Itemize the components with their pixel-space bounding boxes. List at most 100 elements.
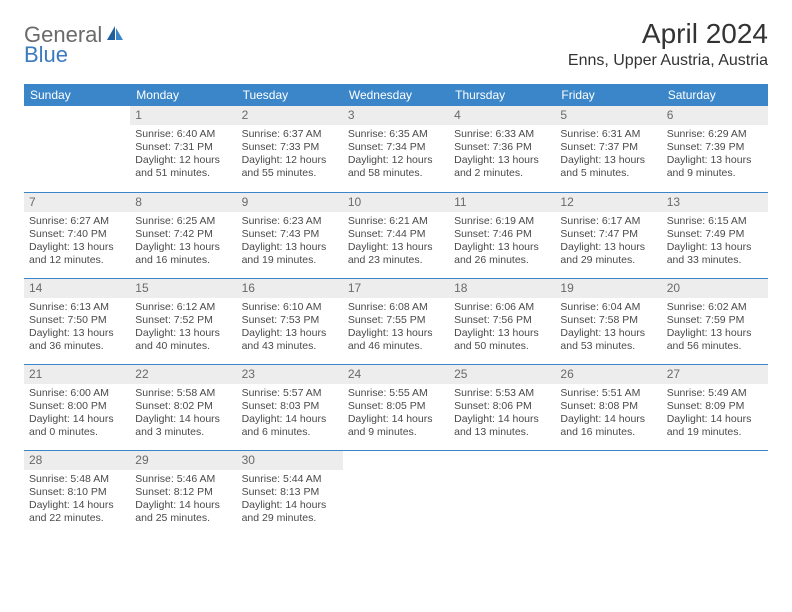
sunrise-text: Sunrise: 6:25 AM bbox=[135, 215, 231, 228]
daylight-text: Daylight: 14 hours bbox=[29, 499, 125, 512]
day-number: 22 bbox=[130, 365, 236, 384]
sunrise-text: Sunrise: 5:57 AM bbox=[242, 387, 338, 400]
day-number: 30 bbox=[237, 451, 343, 470]
header: General April 2024 Enns, Upper Austria, … bbox=[24, 18, 768, 70]
month-title: April 2024 bbox=[568, 18, 768, 50]
daylight-text: and 56 minutes. bbox=[667, 340, 763, 353]
sunrise-text: Sunrise: 5:48 AM bbox=[29, 473, 125, 486]
day-number: 4 bbox=[449, 106, 555, 125]
calendar-day-cell bbox=[343, 450, 449, 536]
calendar-day-cell: 25Sunrise: 5:53 AMSunset: 8:06 PMDayligh… bbox=[449, 364, 555, 450]
daylight-text: and 43 minutes. bbox=[242, 340, 338, 353]
calendar-day-cell: 22Sunrise: 5:58 AMSunset: 8:02 PMDayligh… bbox=[130, 364, 236, 450]
sunset-text: Sunset: 7:37 PM bbox=[560, 141, 656, 154]
calendar-day-cell: 6Sunrise: 6:29 AMSunset: 7:39 PMDaylight… bbox=[662, 106, 768, 192]
calendar-day-cell: 30Sunrise: 5:44 AMSunset: 8:13 PMDayligh… bbox=[237, 450, 343, 536]
sunrise-text: Sunrise: 6:15 AM bbox=[667, 215, 763, 228]
location: Enns, Upper Austria, Austria bbox=[568, 52, 768, 70]
day-number: 16 bbox=[237, 279, 343, 298]
day-number: 9 bbox=[237, 193, 343, 212]
daylight-text: and 16 minutes. bbox=[560, 426, 656, 439]
daylight-text: and 26 minutes. bbox=[454, 254, 550, 267]
daylight-text: and 29 minutes. bbox=[242, 512, 338, 525]
calendar-day-cell: 29Sunrise: 5:46 AMSunset: 8:12 PMDayligh… bbox=[130, 450, 236, 536]
weekday-header: Wednesday bbox=[343, 84, 449, 106]
sunset-text: Sunset: 7:47 PM bbox=[560, 228, 656, 241]
sunrise-text: Sunrise: 5:58 AM bbox=[135, 387, 231, 400]
daylight-text: and 23 minutes. bbox=[348, 254, 444, 267]
sunset-text: Sunset: 8:08 PM bbox=[560, 400, 656, 413]
day-number: 3 bbox=[343, 106, 449, 125]
daylight-text: and 51 minutes. bbox=[135, 167, 231, 180]
daylight-text: Daylight: 12 hours bbox=[242, 154, 338, 167]
daylight-text: Daylight: 14 hours bbox=[135, 413, 231, 426]
daylight-text: and 6 minutes. bbox=[242, 426, 338, 439]
sunrise-text: Sunrise: 6:17 AM bbox=[560, 215, 656, 228]
sunrise-text: Sunrise: 6:37 AM bbox=[242, 128, 338, 141]
sunset-text: Sunset: 7:36 PM bbox=[454, 141, 550, 154]
daylight-text: Daylight: 13 hours bbox=[454, 327, 550, 340]
sunset-text: Sunset: 7:44 PM bbox=[348, 228, 444, 241]
daylight-text: and 9 minutes. bbox=[667, 167, 763, 180]
daylight-text: and 0 minutes. bbox=[29, 426, 125, 439]
day-number: 12 bbox=[555, 193, 661, 212]
daylight-text: Daylight: 13 hours bbox=[29, 241, 125, 254]
sunrise-text: Sunrise: 5:46 AM bbox=[135, 473, 231, 486]
sunset-text: Sunset: 7:53 PM bbox=[242, 314, 338, 327]
weekday-header: Thursday bbox=[449, 84, 555, 106]
sunrise-text: Sunrise: 6:08 AM bbox=[348, 301, 444, 314]
daylight-text: and 46 minutes. bbox=[348, 340, 444, 353]
daylight-text: and 33 minutes. bbox=[667, 254, 763, 267]
sunrise-text: Sunrise: 6:33 AM bbox=[454, 128, 550, 141]
daylight-text: Daylight: 13 hours bbox=[560, 154, 656, 167]
calendar-day-cell: 7Sunrise: 6:27 AMSunset: 7:40 PMDaylight… bbox=[24, 192, 130, 278]
weekday-header: Sunday bbox=[24, 84, 130, 106]
daylight-text: Daylight: 14 hours bbox=[454, 413, 550, 426]
day-number: 27 bbox=[662, 365, 768, 384]
sunset-text: Sunset: 7:49 PM bbox=[667, 228, 763, 241]
calendar-day-cell: 23Sunrise: 5:57 AMSunset: 8:03 PMDayligh… bbox=[237, 364, 343, 450]
calendar-day-cell: 3Sunrise: 6:35 AMSunset: 7:34 PMDaylight… bbox=[343, 106, 449, 192]
sunrise-text: Sunrise: 6:00 AM bbox=[29, 387, 125, 400]
weekday-header: Monday bbox=[130, 84, 236, 106]
calendar-day-cell: 18Sunrise: 6:06 AMSunset: 7:56 PMDayligh… bbox=[449, 278, 555, 364]
daylight-text: Daylight: 13 hours bbox=[667, 154, 763, 167]
calendar-day-cell: 26Sunrise: 5:51 AMSunset: 8:08 PMDayligh… bbox=[555, 364, 661, 450]
day-number: 17 bbox=[343, 279, 449, 298]
sunrise-text: Sunrise: 6:02 AM bbox=[667, 301, 763, 314]
sunrise-text: Sunrise: 6:13 AM bbox=[29, 301, 125, 314]
calendar-day-cell: 1Sunrise: 6:40 AMSunset: 7:31 PMDaylight… bbox=[130, 106, 236, 192]
calendar-week-row: 14Sunrise: 6:13 AMSunset: 7:50 PMDayligh… bbox=[24, 278, 768, 364]
calendar-body: 1Sunrise: 6:40 AMSunset: 7:31 PMDaylight… bbox=[24, 106, 768, 536]
sunrise-text: Sunrise: 6:19 AM bbox=[454, 215, 550, 228]
calendar-day-cell: 28Sunrise: 5:48 AMSunset: 8:10 PMDayligh… bbox=[24, 450, 130, 536]
sunset-text: Sunset: 8:05 PM bbox=[348, 400, 444, 413]
calendar-header-row: Sunday Monday Tuesday Wednesday Thursday… bbox=[24, 84, 768, 106]
daylight-text: Daylight: 12 hours bbox=[348, 154, 444, 167]
sunset-text: Sunset: 7:55 PM bbox=[348, 314, 444, 327]
calendar-day-cell bbox=[24, 106, 130, 192]
calendar-day-cell: 13Sunrise: 6:15 AMSunset: 7:49 PMDayligh… bbox=[662, 192, 768, 278]
sunset-text: Sunset: 7:31 PM bbox=[135, 141, 231, 154]
day-number: 14 bbox=[24, 279, 130, 298]
sunset-text: Sunset: 8:12 PM bbox=[135, 486, 231, 499]
sunrise-text: Sunrise: 5:49 AM bbox=[667, 387, 763, 400]
sunrise-text: Sunrise: 6:35 AM bbox=[348, 128, 444, 141]
sunrise-text: Sunrise: 6:10 AM bbox=[242, 301, 338, 314]
calendar-day-cell: 10Sunrise: 6:21 AMSunset: 7:44 PMDayligh… bbox=[343, 192, 449, 278]
sunset-text: Sunset: 7:52 PM bbox=[135, 314, 231, 327]
sunset-text: Sunset: 7:43 PM bbox=[242, 228, 338, 241]
daylight-text: Daylight: 14 hours bbox=[29, 413, 125, 426]
daylight-text: Daylight: 13 hours bbox=[667, 241, 763, 254]
logo-text-blue: Blue bbox=[24, 42, 68, 67]
daylight-text: and 16 minutes. bbox=[135, 254, 231, 267]
day-number: 21 bbox=[24, 365, 130, 384]
daylight-text: Daylight: 13 hours bbox=[454, 241, 550, 254]
calendar-day-cell: 15Sunrise: 6:12 AMSunset: 7:52 PMDayligh… bbox=[130, 278, 236, 364]
daylight-text: Daylight: 13 hours bbox=[454, 154, 550, 167]
daylight-text: and 58 minutes. bbox=[348, 167, 444, 180]
calendar-table: Sunday Monday Tuesday Wednesday Thursday… bbox=[24, 84, 768, 536]
sunrise-text: Sunrise: 6:21 AM bbox=[348, 215, 444, 228]
daylight-text: Daylight: 13 hours bbox=[667, 327, 763, 340]
day-number: 20 bbox=[662, 279, 768, 298]
